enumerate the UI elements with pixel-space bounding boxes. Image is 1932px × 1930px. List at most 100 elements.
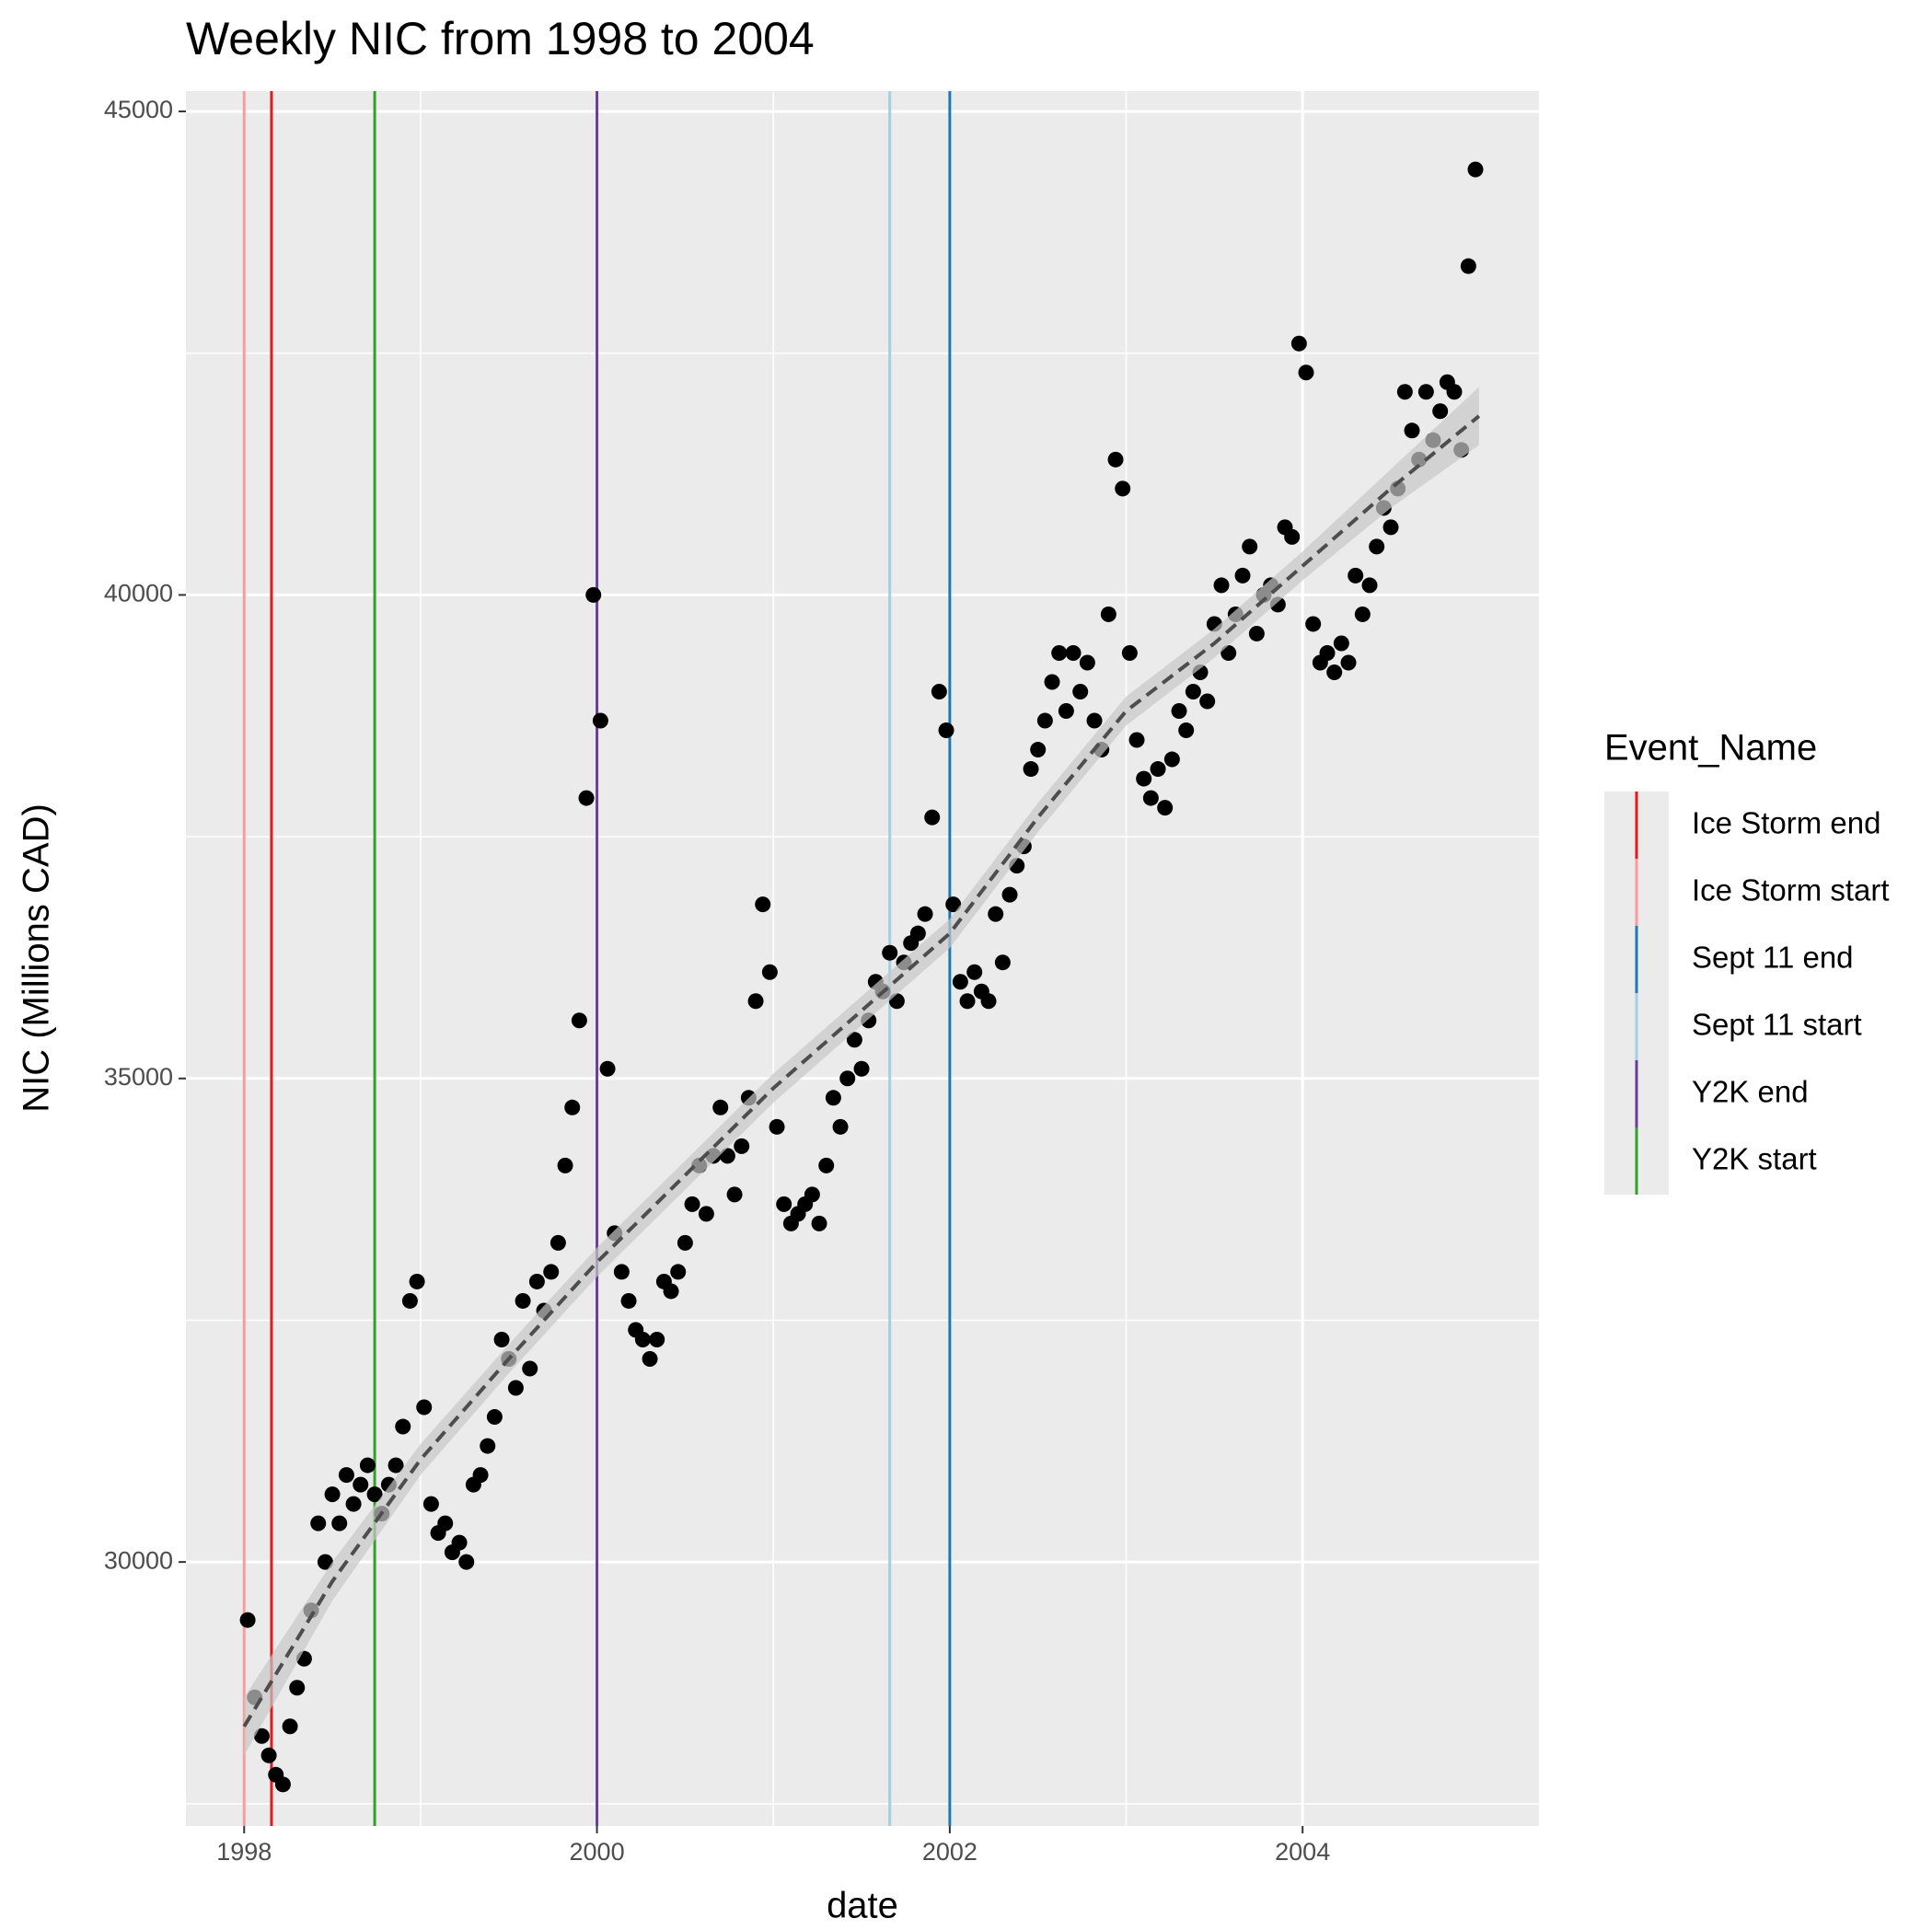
point <box>804 1186 820 1203</box>
point <box>345 1496 362 1512</box>
point <box>1396 384 1413 400</box>
point <box>585 586 602 603</box>
point <box>324 1486 341 1503</box>
point <box>1036 712 1053 729</box>
legend-label: Ice Storm start <box>1692 873 1890 907</box>
point <box>1467 161 1484 178</box>
point <box>1128 732 1145 748</box>
point <box>776 1196 792 1212</box>
point <box>945 896 962 913</box>
point <box>839 1070 856 1087</box>
point <box>1446 384 1463 400</box>
y-axis-title: NIC (Millions CAD) <box>17 803 57 1113</box>
point <box>938 722 954 739</box>
point <box>422 1496 439 1512</box>
point <box>416 1399 433 1416</box>
x-tick-label: 2000 <box>570 1838 625 1866</box>
point <box>670 1264 687 1280</box>
point <box>1417 384 1434 400</box>
point <box>1072 684 1089 699</box>
point <box>811 1215 827 1231</box>
point <box>1354 606 1371 622</box>
x-tick-label: 2002 <box>922 1838 978 1866</box>
point <box>1369 538 1385 555</box>
point <box>966 964 983 980</box>
point <box>388 1457 404 1474</box>
point <box>1079 654 1095 671</box>
point <box>366 1486 383 1503</box>
point <box>1107 451 1124 468</box>
point <box>1234 567 1251 584</box>
point <box>698 1206 714 1222</box>
point <box>1326 664 1343 680</box>
legend: Ice Storm end Ice Storm start Sept 11 end S… <box>1604 792 1890 1195</box>
point <box>832 1118 849 1135</box>
point <box>917 906 933 922</box>
point <box>1100 606 1116 622</box>
point <box>543 1264 560 1280</box>
point <box>289 1680 306 1696</box>
point <box>1460 258 1476 274</box>
point <box>825 1090 841 1106</box>
point <box>769 1118 785 1135</box>
point <box>564 1099 581 1115</box>
point <box>331 1515 348 1531</box>
point <box>338 1467 354 1484</box>
legend-title: Event_Name <box>1604 728 1817 769</box>
point <box>1086 712 1103 729</box>
point <box>952 974 968 990</box>
point <box>1065 644 1082 661</box>
point <box>1298 364 1314 381</box>
point <box>571 1012 587 1029</box>
point <box>980 993 997 1010</box>
point <box>493 1331 510 1347</box>
point <box>1023 761 1039 778</box>
point <box>1142 790 1159 806</box>
point <box>853 1060 870 1077</box>
point <box>761 964 778 980</box>
point <box>882 944 898 961</box>
point <box>1333 635 1349 652</box>
x-tick-label: 2004 <box>1275 1838 1330 1866</box>
point <box>620 1292 637 1309</box>
point <box>274 1776 291 1793</box>
y-tick-label: 45000 <box>104 96 173 123</box>
point <box>1136 770 1152 787</box>
point <box>480 1438 496 1454</box>
point <box>1185 684 1201 699</box>
point <box>1199 693 1216 710</box>
point <box>522 1360 538 1377</box>
point <box>592 712 608 729</box>
point <box>437 1515 454 1531</box>
x-tick-label: 1998 <box>216 1838 272 1866</box>
point <box>1319 644 1336 661</box>
point <box>486 1409 503 1426</box>
point <box>359 1457 376 1474</box>
point <box>994 954 1011 971</box>
point <box>1051 644 1068 661</box>
point <box>1171 703 1187 720</box>
point <box>1248 625 1265 641</box>
point <box>451 1534 468 1551</box>
point <box>1340 654 1357 671</box>
point <box>1404 422 1420 439</box>
legend-label: Sept 11 end <box>1692 941 1854 975</box>
point <box>550 1234 566 1251</box>
point <box>1115 480 1131 497</box>
point <box>1221 644 1237 661</box>
point <box>472 1467 489 1484</box>
point <box>1305 616 1322 632</box>
point <box>1157 800 1174 816</box>
point <box>712 1099 729 1115</box>
point <box>458 1554 475 1570</box>
point <box>726 1186 743 1203</box>
point <box>260 1747 277 1763</box>
legend-label: Ice Storm end <box>1692 806 1880 840</box>
x-axis-title: date <box>827 1886 898 1926</box>
point <box>1348 567 1364 584</box>
point <box>924 809 941 826</box>
point <box>988 906 1004 922</box>
point <box>1163 751 1180 768</box>
point <box>401 1292 418 1309</box>
